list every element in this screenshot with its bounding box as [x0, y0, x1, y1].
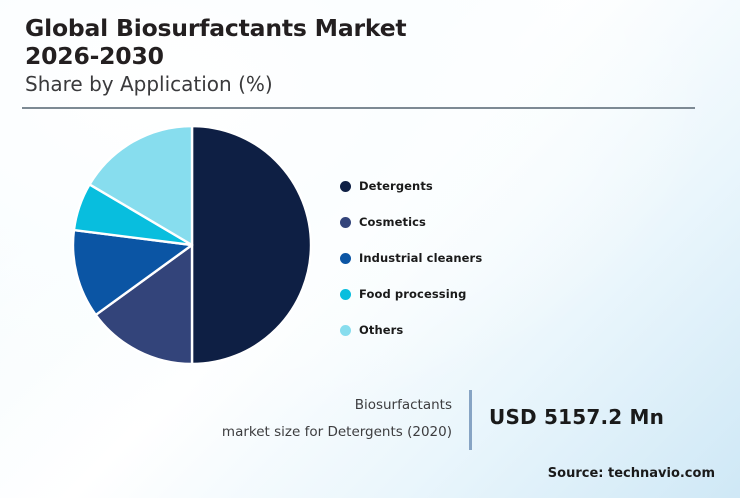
legend-label: Others: [359, 323, 404, 337]
legend-label: Detergents: [359, 179, 433, 193]
pie-slice[interactable]: [190, 124, 313, 366]
pie-chart-svg: [71, 124, 313, 366]
source-attribution: Source: technavio.com: [547, 466, 715, 481]
pie-slice[interactable]: [88, 124, 194, 247]
header-divider: [22, 107, 695, 109]
legend-item-cosmetics[interactable]: Cosmetics: [340, 204, 570, 240]
pie-slice[interactable]: [71, 228, 194, 317]
callout-value: USD 5157.2 Mn: [489, 405, 665, 429]
callout-line-1: Biosurfactants: [354, 397, 452, 413]
legend-label: Food processing: [359, 287, 467, 301]
legend-item-detergents[interactable]: Detergents: [340, 168, 570, 204]
legend-item-food-processing[interactable]: Food processing: [340, 276, 570, 312]
chart-header: Global Biosurfactants Market 2026-2030 S…: [25, 14, 705, 97]
legend-swatch-icon: [340, 180, 351, 192]
legend-label: Cosmetics: [359, 215, 426, 229]
page-title: Global Biosurfactants Market 2026-2030: [25, 14, 407, 71]
legend-swatch-icon: [340, 324, 351, 336]
pie-slice[interactable]: [94, 243, 194, 366]
legend-swatch-icon: [340, 252, 351, 264]
callout-divider: [469, 390, 472, 450]
callout-line-2: market size for Detergents (2020): [221, 424, 452, 440]
callout-description: Biosurfactants market size for Detergent…: [190, 392, 452, 446]
legend-swatch-icon: [340, 288, 351, 300]
page-subtitle: Share by Application (%): [25, 72, 273, 97]
legend-item-others[interactable]: Others: [340, 312, 570, 348]
legend-label: Industrial cleaners: [359, 251, 483, 265]
pie-chart: [60, 115, 330, 380]
legend-item-industrial-cleaners[interactable]: Industrial cleaners: [340, 240, 570, 276]
pie-slice-group: [71, 124, 313, 366]
legend-swatch-icon: [340, 216, 351, 228]
chart-legend: Detergents Cosmetics Industrial cleaners…: [340, 168, 570, 348]
